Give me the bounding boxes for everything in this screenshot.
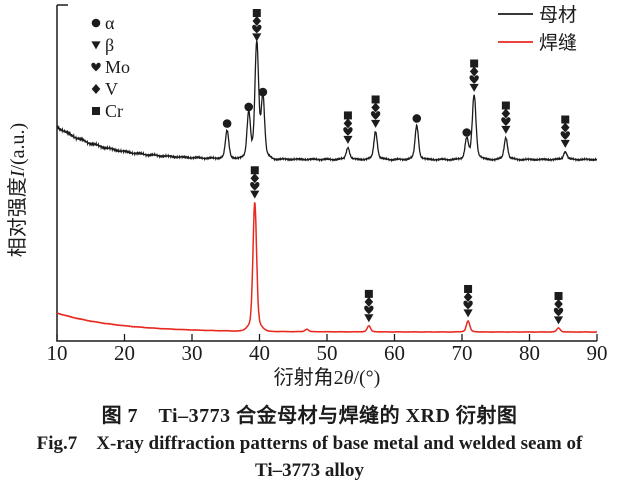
peak-marker-heart-icon (469, 75, 479, 84)
legend-phase-label: Mo (105, 57, 130, 77)
peak-marker-square-icon (252, 9, 261, 18)
peak-marker-triangle-down-icon (501, 125, 511, 134)
peak-marker-diamond-icon (364, 296, 374, 307)
legend-Cr-marker-icon (92, 107, 100, 115)
peak-marker-heart-icon (463, 300, 473, 310)
alpha-marker-circle-icon (222, 119, 232, 128)
peak-marker-diamond-icon (252, 16, 262, 27)
caption-english-line2: Ti–3773 alloy (255, 460, 364, 481)
peak-marker-heart-icon (252, 24, 262, 34)
peak-marker-triangle-down-icon (371, 119, 381, 128)
xrd-chart: 10 20 30 40 50 60 70 80 90 衍射角2θ/(°) 相对强度I/(a.u.) α… (6, 4, 608, 389)
peak-marker-square-icon (250, 166, 259, 175)
peak-marker-triangle-down-icon (553, 316, 564, 325)
legend-phase-label: α (105, 13, 115, 33)
peak-marker-square-icon (554, 291, 563, 300)
legend-phase-label: V (105, 79, 118, 99)
peak-marker-triangle-down-icon (463, 309, 473, 318)
x-tick-label: 40 (249, 341, 270, 365)
legend-phase-label: Cr (105, 101, 123, 121)
peak-marker-heart-icon (370, 111, 381, 120)
legend-V-marker-icon (91, 84, 101, 94)
peak-marker-square-icon (364, 289, 373, 298)
caption-chinese: 图 7 Ti–3773 合金母材与焊缝的 XRD 衍射图 (101, 405, 518, 427)
x-tick-label: 30 (182, 341, 203, 365)
weld-seam-legend-label: 焊缝 (539, 32, 577, 54)
peak-marker-diamond-icon (371, 102, 380, 113)
peak-marker-triangle-down-icon (250, 190, 260, 199)
peak-marker-heart-icon (560, 131, 570, 140)
peak-marker-square-icon (371, 95, 380, 104)
x-tick-label: 80 (519, 341, 540, 365)
legend-β-marker-icon (91, 41, 101, 50)
alpha-marker-circle-icon (462, 128, 472, 137)
peak-marker-triangle-down-icon (343, 135, 353, 144)
peak-marker-square-icon (501, 101, 510, 110)
x-tick-label: 50 (317, 341, 338, 365)
weld-seam-curve (56, 201, 597, 334)
alpha-marker-circle-icon (412, 114, 422, 123)
alpha-marker-circle-icon (244, 102, 253, 112)
x-tick-label: 20 (114, 341, 135, 365)
base-metal-legend-label: 母材 (539, 4, 577, 26)
alpha-marker-circle-icon (258, 87, 268, 97)
peak-marker-diamond-icon (554, 298, 563, 309)
legend-α-marker-icon (91, 18, 101, 28)
peak-marker-heart-icon (364, 305, 374, 315)
peak-marker-diamond-icon (501, 108, 511, 119)
peak-marker-square-icon (343, 111, 352, 120)
peak-marker-diamond-icon (463, 291, 473, 302)
peak-marker-square-icon (470, 59, 479, 68)
peak-marker-triangle-down-icon (560, 139, 570, 148)
x-axis-title: 衍射角2θ/(°) (274, 366, 381, 389)
peak-marker-heart-icon (250, 181, 260, 191)
legend-phase-label: β (105, 35, 114, 55)
x-tick-label: 90 (587, 341, 608, 365)
peak-marker-heart-icon (343, 127, 353, 136)
peak-marker-heart-icon (501, 117, 511, 126)
peak-marker-square-icon (464, 284, 473, 293)
peak-marker-triangle-down-icon (364, 314, 374, 323)
peak-marker-diamond-icon (560, 122, 570, 133)
x-tick-label: 70 (452, 341, 473, 365)
base-metal-curve (56, 40, 598, 163)
y-axis-title: 相对强度I/(a.u.) (6, 123, 29, 257)
peak-marker-triangle-down-icon (252, 33, 262, 42)
peak-marker-square-icon (561, 115, 570, 124)
peak-marker-triangle-down-icon (469, 83, 479, 92)
legend-Mo-marker-icon (91, 62, 101, 72)
peak-marker-diamond-icon (469, 66, 479, 77)
x-tick-label: 10 (47, 341, 68, 365)
caption-english-line1: Fig.7 X-ray diffraction patterns of base… (36, 433, 583, 454)
peak-marker-heart-icon (553, 307, 564, 317)
peak-marker-diamond-icon (250, 173, 260, 184)
peak-marker-diamond-icon (343, 118, 353, 129)
x-tick-label: 60 (384, 341, 405, 365)
axis-frame (56, 5, 597, 342)
